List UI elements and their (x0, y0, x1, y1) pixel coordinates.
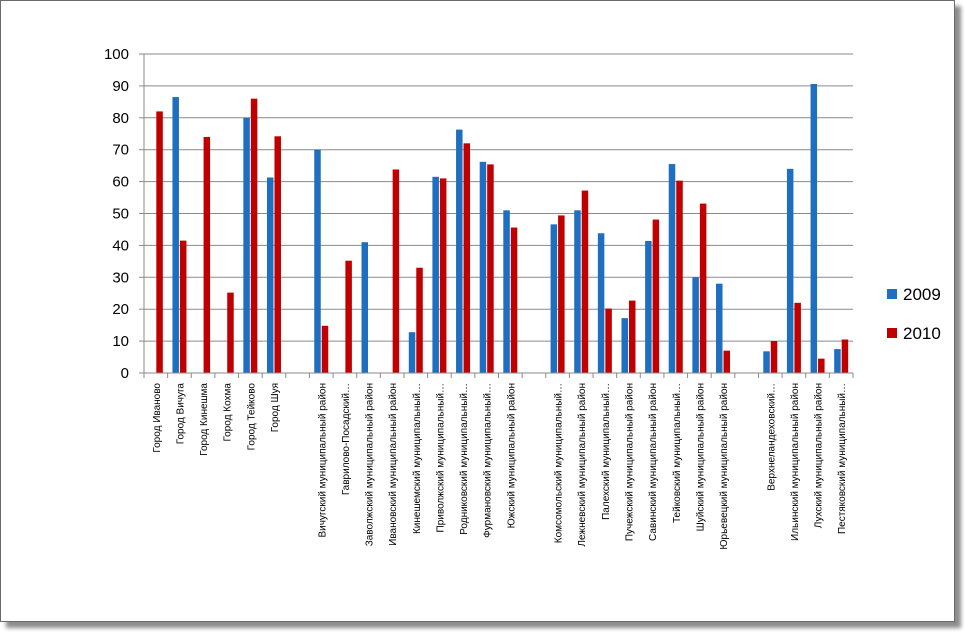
x-tick-label: Тейковский муниципальный… (672, 383, 683, 523)
bar-2009 (574, 210, 581, 373)
x-tick-label: Шуйский муниципальный район (695, 383, 706, 531)
bar-2009 (243, 117, 250, 373)
bar-2010 (818, 358, 825, 373)
bar-2010 (723, 350, 731, 373)
x-tick-label: Гаврилово-Посадский… (341, 383, 352, 495)
bar-2009 (432, 176, 439, 373)
bar-2010 (487, 164, 494, 373)
x-tick-label: Заволжский муниципальный район (365, 383, 376, 546)
bar-2010 (203, 136, 211, 373)
legend-swatch-2010 (887, 328, 897, 338)
x-tick-label: Ивановский муниципальный район (388, 383, 399, 546)
x-tick-label: Город Иваново (152, 383, 163, 453)
y-tick-label: 80 (112, 110, 129, 127)
x-tick-label: Пучежский муниципальный район (624, 383, 635, 541)
bar-2010 (628, 300, 636, 373)
legend-swatch-2009 (887, 289, 897, 299)
bar-2009 (361, 242, 369, 373)
x-tick-label: Вичугский муниципальный район (317, 383, 328, 538)
bars (156, 83, 849, 374)
x-tick-label: Приволжский муниципальный… (435, 383, 446, 532)
y-tick-label: 40 (112, 237, 129, 254)
x-tick-label: Юрьевецкий муниципальный район (719, 383, 730, 550)
y-tick-label: 0 (121, 365, 129, 382)
bar-2009 (810, 83, 818, 374)
x-tick-label: Южский муниципальный район (506, 383, 517, 528)
bar-2009 (692, 277, 699, 373)
x-tick-label: Палехский муниципальный… (601, 383, 612, 520)
bar-2009 (645, 240, 652, 373)
bar-2010 (558, 215, 565, 373)
bar-2010 (345, 260, 352, 373)
bar-2010 (439, 178, 447, 373)
bar-2010 (156, 111, 163, 374)
bar-2009 (834, 349, 841, 373)
x-tick-label: Город Тейково (246, 383, 257, 451)
bar-2009 (172, 97, 179, 373)
bar-2009 (597, 233, 605, 373)
legend-label-2009: 2009 (903, 285, 941, 304)
legend-label-2010: 2010 (903, 324, 941, 343)
x-tick-label: Верхнеландеховский… (766, 383, 777, 491)
bar-2010 (416, 267, 423, 373)
bar-2010 (463, 143, 471, 373)
y-tick-label: 60 (112, 174, 129, 191)
x-tick-label: Город Кохма (223, 383, 234, 442)
x-tick-label: Родниковский муниципальный… (459, 383, 470, 535)
bar-2010 (699, 203, 707, 373)
x-tick-label: Лежневский муниципальный район (577, 383, 588, 547)
bar-2010 (227, 292, 234, 373)
x-tick-label: Фурмановский муниципальный… (483, 383, 494, 538)
y-axis: 0 10 20 30 40 50 60 70 80 90 100 (104, 46, 145, 382)
bar-2010 (605, 308, 612, 373)
x-tick-label: Ильинский муниципальный район (790, 383, 801, 541)
bar-2009 (668, 164, 676, 373)
bar-2009 (503, 210, 510, 373)
y-tick-label: 90 (112, 78, 129, 95)
bar-2010 (794, 302, 801, 373)
chart-frame: 0 10 20 30 40 50 60 70 80 90 100 Город Иваново Горо… (0, 0, 955, 622)
bar-2009 (456, 129, 463, 373)
y-tick-label: 70 (112, 142, 129, 159)
bar-2009 (479, 161, 487, 373)
y-tick-label: 10 (112, 333, 129, 350)
bar-2010 (274, 136, 281, 373)
bar-2009 (266, 177, 274, 373)
bar-2010 (392, 169, 400, 373)
bar-2010 (841, 339, 849, 373)
bar-2009 (621, 318, 628, 373)
bar-2009 (786, 168, 794, 373)
grid-lines (144, 53, 853, 374)
bar-2010 (179, 240, 187, 373)
bar-2010 (770, 341, 778, 373)
bar-2009 (763, 351, 770, 373)
bar-2010 (652, 219, 660, 373)
y-tick-label: 30 (112, 269, 129, 286)
bar-2010 (676, 180, 683, 373)
x-tick-label: Кинешемский муниципальный… (412, 383, 423, 534)
x-axis: Город Иваново Город Вичуга Город Кинешма Го… (143, 372, 854, 550)
bar-2010 (510, 227, 518, 373)
x-tick-label: Город Шуя (270, 383, 281, 432)
bar-2010 (321, 325, 329, 373)
legend: 2009 2010 (887, 285, 941, 343)
x-tick-label: Савинский муниципальный район (648, 383, 659, 541)
bar-2009 (716, 283, 723, 373)
bar-2010 (581, 190, 589, 373)
x-tick-label: Лухский муниципальный район (814, 383, 825, 528)
bar-2010 (250, 98, 258, 373)
bar-2009 (408, 332, 416, 373)
y-tick-label: 100 (104, 46, 129, 63)
x-tick-label: Город Кинешма (199, 383, 210, 456)
x-tick-label: Комсомольский муниципальный… (554, 383, 565, 543)
x-tick-label: Город Вичуга (175, 383, 186, 445)
y-tick-label: 50 (112, 206, 129, 223)
y-tick-label: 20 (112, 301, 129, 318)
bar-2009 (314, 149, 321, 373)
bar-2009 (550, 224, 558, 373)
x-tick-label: Пестяковский муниципальный… (837, 383, 848, 534)
